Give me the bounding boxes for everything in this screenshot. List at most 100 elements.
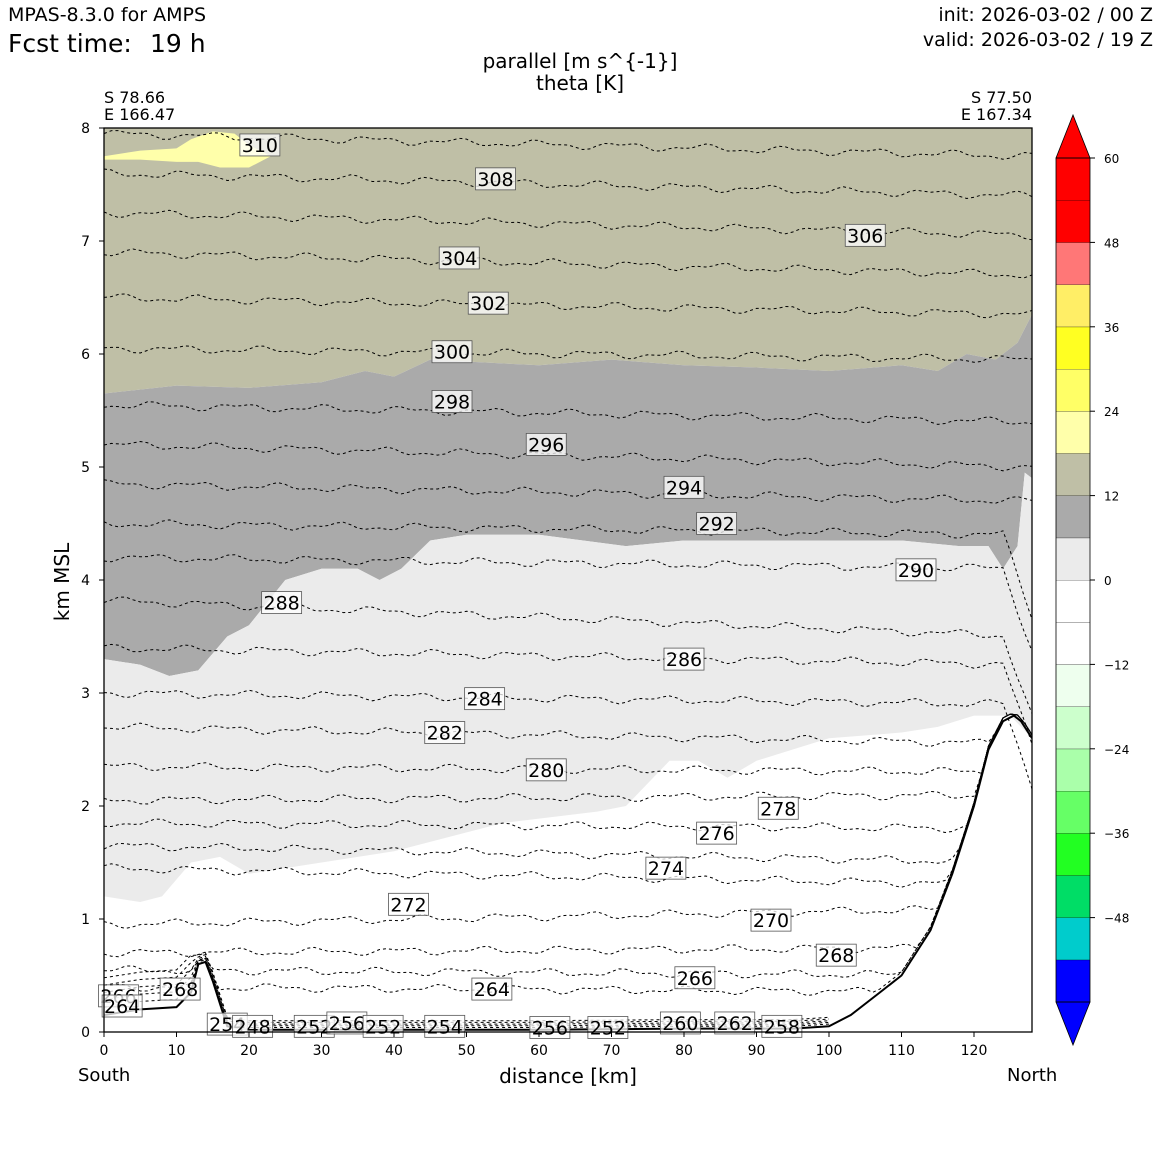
- theta-contour-264: [104, 713, 1032, 997]
- theta-label-280: 280: [525, 758, 567, 782]
- colorbar-segment-15: [1056, 326, 1090, 369]
- x-tick-label-60: 60: [530, 1043, 548, 1059]
- svg-text:288: 288: [263, 593, 299, 615]
- svg-text:252: 252: [365, 1016, 401, 1038]
- forecast-time-label: Fcst time:: [8, 29, 132, 58]
- wind-fill-region-1: [104, 314, 1032, 677]
- theta-label-low-11: 260: [659, 1011, 701, 1035]
- svg-text:274: 274: [648, 858, 684, 880]
- colorbar-segment-9: [1056, 580, 1090, 623]
- colorbar-segment-10: [1056, 537, 1090, 580]
- colorbar-segment-16: [1056, 284, 1090, 327]
- left-direction: South: [78, 1065, 131, 1086]
- svg-text:280: 280: [528, 760, 564, 782]
- theta-label-low-4: 248: [232, 1014, 274, 1038]
- y-tick-label-8: 8: [81, 121, 90, 137]
- svg-text:268: 268: [818, 945, 854, 967]
- y-tick-label-5: 5: [81, 460, 90, 476]
- theta-label-low-10: 252: [587, 1016, 629, 1039]
- theta-label-282: 282: [424, 721, 466, 745]
- theta-label-274: 274: [645, 856, 687, 880]
- y-tick-label-1: 1: [81, 912, 90, 928]
- right-endpoint-lat: S 77.50: [970, 88, 1032, 107]
- theta-label-278: 278: [757, 796, 799, 820]
- svg-text:294: 294: [666, 477, 702, 499]
- theta-contour-296: [104, 440, 1032, 472]
- colorbar-segment-14: [1056, 369, 1090, 412]
- svg-text:276: 276: [698, 823, 734, 845]
- colorbar-segment-12: [1056, 453, 1090, 496]
- x-tick-label-40: 40: [385, 1043, 403, 1059]
- theta-contour-layer: [104, 130, 1032, 1028]
- wind-fill-region-3: [104, 472, 1032, 903]
- colorbar-tick-label--24: −24: [1104, 743, 1129, 757]
- theta-label-288: 288: [261, 591, 303, 615]
- y-tick-label-6: 6: [81, 347, 90, 363]
- theta-label-low-9: 256: [529, 1016, 571, 1039]
- theta-label-300: 300: [431, 340, 473, 364]
- theta-contour-surface-4: [104, 952, 830, 1022]
- colorbar-segment-8: [1056, 622, 1090, 665]
- theta-label-284: 284: [464, 687, 506, 711]
- svg-text:252: 252: [296, 1016, 332, 1038]
- theta-label-low-12: 262: [714, 1011, 756, 1035]
- svg-text:298: 298: [434, 391, 470, 413]
- svg-text:270: 270: [753, 910, 789, 932]
- colorbar-segment-5: [1056, 748, 1090, 791]
- svg-text:300: 300: [434, 342, 470, 364]
- y-tick-label-2: 2: [81, 799, 90, 815]
- colorbar-segment-18: [1056, 200, 1090, 243]
- theta-contour-surface-1: [104, 957, 830, 1027]
- svg-text:256: 256: [329, 1013, 365, 1035]
- colorbar-segment-13: [1056, 411, 1090, 454]
- theta-label-low-2: 268: [159, 977, 201, 1001]
- theta-label-low-1: 264: [101, 994, 143, 1018]
- y-tick-label-3: 3: [81, 686, 90, 702]
- x-tick-label-80: 80: [675, 1043, 693, 1059]
- svg-text:278: 278: [760, 798, 796, 820]
- colorbar-under-arrow: [1055, 1001, 1091, 1047]
- colorbar-tick-label-60: 60: [1104, 152, 1119, 166]
- colorbar-tick-label--36: −36: [1104, 827, 1129, 841]
- colorbar-segment-1: [1056, 917, 1090, 960]
- colorbar-segment-11: [1056, 495, 1090, 538]
- theta-contour-298: [104, 401, 1032, 425]
- svg-text:306: 306: [847, 225, 883, 247]
- theta-label-304: 304: [438, 246, 480, 270]
- x-tick-label-30: 30: [313, 1043, 331, 1059]
- x-axis: 0 10 20 30 40 50 60 70 80 90 100 110 120: [100, 1032, 987, 1059]
- theta-label-270: 270: [750, 908, 792, 932]
- svg-text:296: 296: [528, 434, 564, 456]
- svg-text:292: 292: [698, 514, 734, 536]
- theta-label-low-8: 254: [424, 1014, 466, 1038]
- theta-label-306: 306: [844, 223, 886, 247]
- svg-text:282: 282: [427, 723, 463, 745]
- svg-text:290: 290: [898, 560, 934, 582]
- colorbar-segment-17: [1056, 242, 1090, 285]
- chart-subtitle: theta [K]: [536, 71, 624, 95]
- left-endpoint-lat: S 78.66: [104, 88, 166, 107]
- colorbar: −48 −36 −24 −12 0 12 24 36 48 60: [1055, 113, 1129, 1047]
- svg-text:264: 264: [104, 996, 140, 1018]
- right-endpoint-lon: E 167.34: [960, 105, 1032, 124]
- x-tick-label-110: 110: [888, 1043, 915, 1059]
- theta-label-276: 276: [696, 821, 738, 845]
- theta-label-308: 308: [475, 167, 516, 191]
- theta-label-low-13: 258: [761, 1014, 803, 1038]
- forecast-time-value: 19 h: [150, 29, 206, 58]
- svg-text:256: 256: [532, 1017, 568, 1039]
- colorbar-segment-7: [1056, 664, 1090, 707]
- colorbar-segment-19: [1056, 158, 1090, 201]
- valid-time: valid: 2026-03-02 / 19 Z: [922, 29, 1153, 51]
- model-name: MPAS-8.3.0 for AMPS: [8, 4, 207, 26]
- colorbar-tick-label-12: 12: [1104, 490, 1119, 504]
- theta-label-264: 264: [471, 977, 513, 1001]
- svg-text:266: 266: [677, 968, 713, 990]
- svg-text:268: 268: [162, 979, 198, 1001]
- colorbar-tick-label--12: −12: [1104, 658, 1129, 672]
- theta-contour-266: [104, 713, 1032, 979]
- colorbar-segment-2: [1056, 875, 1090, 918]
- y-tick-label-0: 0: [81, 1025, 90, 1041]
- x-axis-label: distance [km]: [499, 1064, 637, 1088]
